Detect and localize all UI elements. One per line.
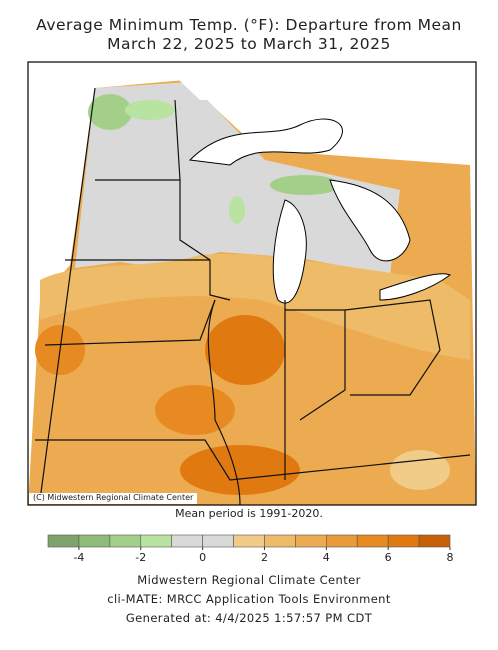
colorbar-tick-label: -2 <box>135 551 146 564</box>
lake-michigan <box>272 199 307 304</box>
cool-area <box>229 196 245 224</box>
colorbar-bin <box>233 534 265 548</box>
warm-core <box>205 315 285 385</box>
footer-line: Generated at: 4/4/2025 1:57:57 PM CDT <box>126 611 373 625</box>
warm-core <box>180 445 300 495</box>
footer-line: Midwestern Regional Climate Center <box>137 573 360 587</box>
colorbar-tick-label: 0 <box>199 551 206 564</box>
colorbar-tick-label: 2 <box>261 551 268 564</box>
lake-huron <box>329 179 411 262</box>
colorbar-bin <box>47 534 80 548</box>
colorbar-bin <box>326 534 358 548</box>
colorbar-bin <box>140 534 172 548</box>
map-frame <box>27 61 477 506</box>
colorbar-tick-label: 8 <box>447 551 454 564</box>
colorbar-tick-label: 4 <box>323 551 330 564</box>
cool-area <box>270 175 340 195</box>
colorbar-bin <box>295 534 327 548</box>
state-borders <box>35 87 471 505</box>
colorbar-bin <box>264 534 296 548</box>
colorbar-bin <box>78 534 111 548</box>
subtitle: March 22, 2025 to March 31, 2025 <box>107 35 391 53</box>
warm-core <box>155 385 235 435</box>
cool-area <box>125 100 175 120</box>
colorbar-bin <box>109 534 142 548</box>
mean-period-note: Mean period is 1991-2020. <box>175 507 323 520</box>
colorbar-bin <box>356 534 389 548</box>
colorbar-tick-label: -4 <box>73 551 84 564</box>
footer-line: cli-MATE: MRCC Application Tools Environ… <box>107 592 391 606</box>
cool-area <box>88 94 132 130</box>
colorbar-bin <box>387 534 420 548</box>
lake-superior <box>188 118 343 166</box>
colorbar-tick-label: 6 <box>385 551 392 564</box>
map: (C) Midwestern Regional Climate Center <box>27 61 477 506</box>
lake-erie <box>379 273 451 301</box>
colorbar-bin <box>171 534 203 548</box>
near-normal-area <box>75 82 400 275</box>
colorbar-bin <box>202 534 234 548</box>
credit-box <box>29 493 197 504</box>
warm-band <box>40 254 470 360</box>
map-credit: (C) Midwestern Regional Climate Center <box>33 493 194 502</box>
mild-area <box>390 450 450 490</box>
colorbar: -4 -2 0 2 4 6 8 <box>47 534 454 564</box>
title: Average Minimum Temp. (°F): Departure fr… <box>36 16 462 34</box>
colorbar-bin <box>418 534 451 548</box>
